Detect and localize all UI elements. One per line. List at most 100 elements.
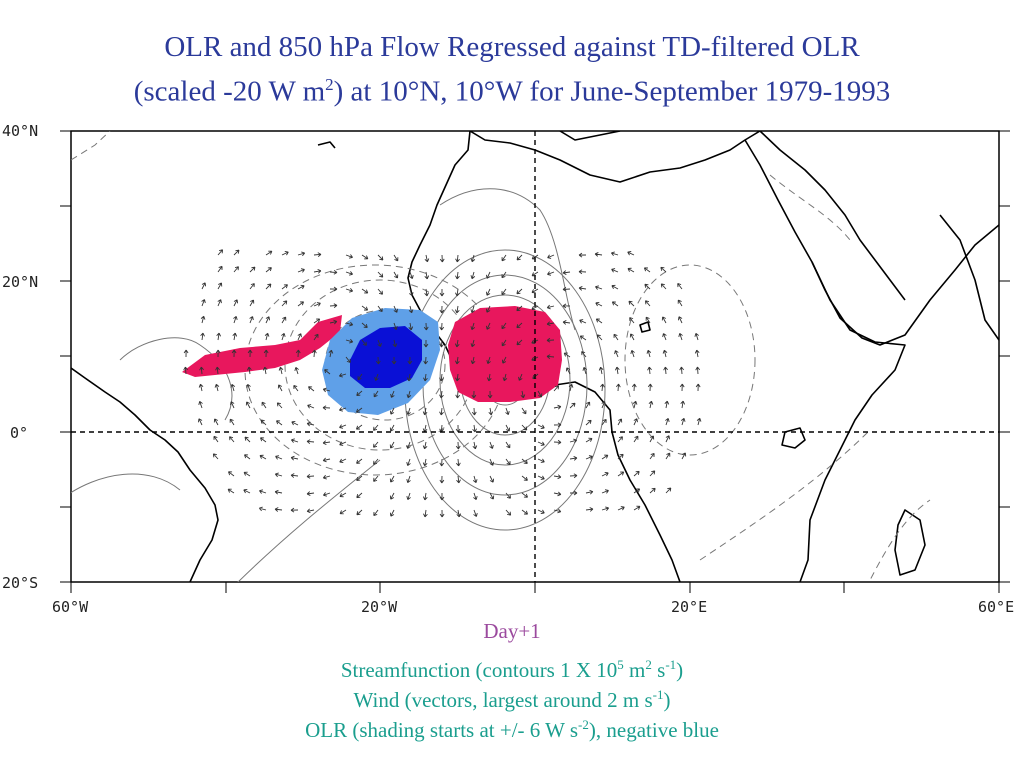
wind-vector [568, 383, 574, 392]
wind-vector [628, 300, 635, 307]
wind-vector [406, 407, 411, 415]
wind-vector [665, 487, 672, 494]
wind-vector [274, 507, 283, 512]
wind-vector [649, 487, 656, 494]
wind-vector [562, 286, 571, 292]
wind-vector [579, 319, 587, 324]
wind-vector [665, 452, 671, 460]
wind-vector [261, 401, 267, 409]
wind-vector [230, 383, 236, 392]
wind-vector [563, 352, 571, 358]
wind-vector [260, 437, 267, 443]
wind-vector [537, 424, 545, 429]
wind-vector [521, 424, 528, 431]
wind-vector [338, 373, 347, 378]
wind-vector [439, 407, 444, 416]
wind-vector [679, 366, 685, 375]
wind-vector [233, 249, 240, 256]
wind-vector [263, 349, 269, 358]
wind-vector [306, 439, 315, 444]
wind-vector [611, 268, 619, 273]
wind-vector [281, 251, 289, 256]
wind-vector [423, 339, 429, 348]
wind-vector [392, 339, 398, 348]
wind-vector [582, 366, 588, 375]
wind-vector [243, 471, 251, 477]
wind-vector [356, 407, 363, 413]
wind-vector [291, 438, 299, 443]
wind-vector [660, 283, 667, 290]
wind-vector [339, 492, 347, 498]
wind-vector [537, 458, 545, 463]
wind-vector [627, 267, 635, 273]
coastlines [71, 131, 999, 582]
wind-vector [505, 441, 511, 449]
caption-olr: OLR (shading starts at +/- 6 W s-2), neg… [305, 717, 719, 742]
wind-vector [422, 458, 428, 467]
wind-vector [274, 472, 283, 478]
wind-vector [505, 458, 511, 466]
wind-vector [647, 383, 653, 392]
wind-vector [295, 349, 301, 358]
wind-vector [198, 383, 204, 392]
wind-vector [307, 404, 315, 409]
wind-vector [562, 270, 571, 275]
day-label: Day+1 [483, 619, 541, 643]
wind-vector [649, 435, 655, 443]
wind-vector [569, 490, 578, 496]
wind-vector [422, 441, 428, 450]
wind-vector [339, 509, 347, 515]
axis-ticks [60, 130, 1010, 593]
wind-vector [393, 254, 399, 262]
wind-vector [516, 288, 523, 295]
wind-vector [373, 458, 379, 465]
wind-vector [406, 373, 412, 382]
wind-vector [677, 283, 683, 290]
wind-vector [423, 356, 429, 365]
wind-vector [389, 424, 395, 432]
wind-vector [217, 299, 222, 307]
wind-vector [306, 491, 315, 496]
wind-vector [531, 288, 539, 294]
wind-vector [357, 373, 363, 381]
wind-vector [328, 349, 334, 358]
wind-vector [389, 509, 395, 517]
wind-vector [648, 400, 654, 409]
wind-vector [247, 349, 253, 358]
wind-vector [646, 349, 652, 358]
wind-vector [581, 351, 587, 358]
wind-vector [423, 322, 429, 331]
map-title: OLR and 850 hPa Flow Regressed against T… [0, 28, 1024, 111]
wind-vector [293, 384, 299, 392]
wind-vector [633, 435, 639, 443]
title-line-2: (scaled -20 W m2) at 10°N, 10°W for June… [133, 75, 891, 108]
wind-vector [660, 266, 667, 273]
wind-vector [585, 437, 593, 443]
wind-vector [696, 417, 702, 426]
wind-vector [323, 492, 331, 497]
wind-vector [486, 322, 491, 330]
wind-vector [423, 509, 428, 518]
wind-vector [406, 492, 411, 500]
wind-vector [389, 492, 395, 500]
wind-vector [229, 418, 235, 426]
wind-vector [373, 424, 379, 431]
wind-vector [377, 254, 384, 261]
wind-vector [585, 401, 591, 409]
wind-vector [262, 366, 268, 375]
wind-vector [553, 508, 562, 514]
wind-vector [520, 390, 526, 399]
wind-vector [275, 455, 283, 460]
wind-vector [617, 471, 625, 477]
wind-vector [249, 316, 254, 324]
wind-vector [361, 322, 368, 329]
wind-vector [537, 441, 545, 446]
wind-vector [199, 366, 204, 375]
wind-vector [373, 475, 379, 482]
wind-vector [265, 267, 272, 273]
wind-vector [472, 424, 477, 433]
wind-vector [505, 407, 510, 415]
wind-vector [306, 473, 315, 479]
wind-vector [345, 356, 351, 363]
